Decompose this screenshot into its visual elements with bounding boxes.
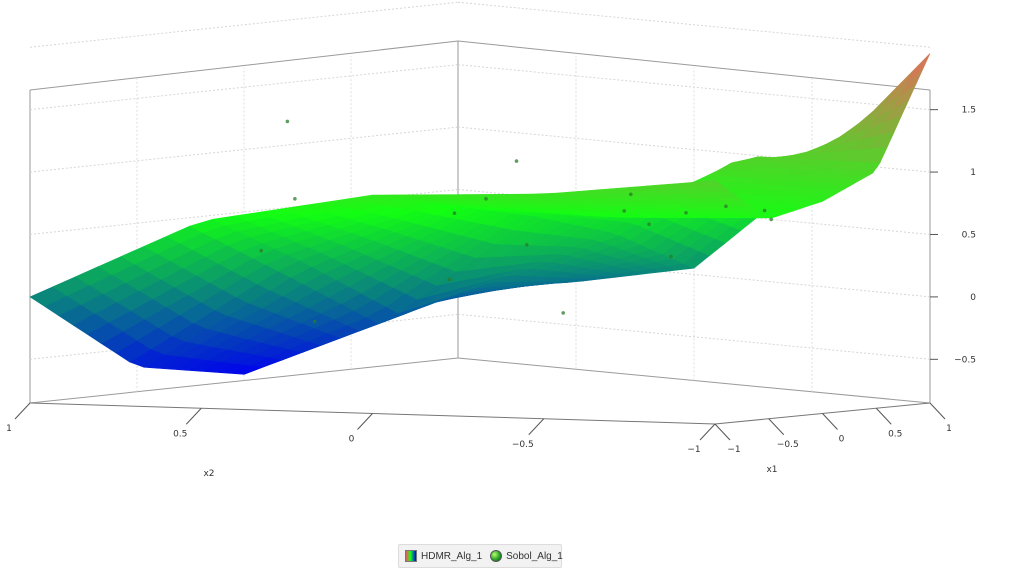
surface-swatch-icon xyxy=(405,550,417,562)
sample-point xyxy=(684,211,688,215)
x1-tick-label: 1 xyxy=(946,424,952,434)
x2-tick-label: 1 xyxy=(6,424,12,434)
x2-tick-mark xyxy=(357,413,373,430)
legend-item-points[interactable]: Sobol_Alg_1 xyxy=(490,550,563,562)
x1-tick-label: 0.5 xyxy=(888,429,902,439)
sample-point xyxy=(647,222,651,227)
sample-point xyxy=(762,208,767,213)
z-grid-right-5 xyxy=(457,1,931,48)
sample-point xyxy=(447,277,452,282)
x1-tick-label: 0 xyxy=(839,435,845,445)
sample-point xyxy=(259,248,264,253)
z-tick-label: 0.5 xyxy=(962,230,976,240)
sample-point xyxy=(484,197,488,201)
legend: HDMR_Alg_1 Sobol_Alg_1 xyxy=(398,544,563,568)
x2-tick-label: 0 xyxy=(349,435,355,445)
surface-layer xyxy=(29,53,931,375)
z-grid-right-1 xyxy=(457,251,931,298)
x1-tick-mark xyxy=(822,413,838,430)
legend-item-surface[interactable]: HDMR_Alg_1 xyxy=(405,550,482,562)
sample-point xyxy=(669,254,673,259)
x2-tick-mark xyxy=(14,402,31,420)
surface-patch xyxy=(691,180,724,188)
x1-axis-label: x1 xyxy=(766,465,777,475)
z-tick-label: 0 xyxy=(970,293,976,303)
wall-top-right-edge xyxy=(457,40,931,91)
sample-point xyxy=(525,243,529,247)
legend-label-points: Sobol_Alg_1 xyxy=(506,550,563,562)
tick-labels-layer: −0.5 0 0.5 1 1.5 1 0.5 0 −0.5 −1 x2 −1 −0.5 0 0.5 1 x1 xyxy=(6,106,976,479)
x1-tick-mark xyxy=(768,418,785,436)
sample-point xyxy=(622,209,626,213)
x2-tick-mark xyxy=(528,418,545,436)
sample-point xyxy=(514,159,519,163)
legend-label-surface: HDMR_Alg_1 xyxy=(421,550,483,562)
z-tick-label: 1 xyxy=(970,168,976,178)
sample-point xyxy=(285,119,290,124)
x1-tick-label: −0.5 xyxy=(777,440,799,450)
points-swatch-icon xyxy=(490,550,503,562)
sample-point xyxy=(312,319,317,324)
x2-axis-label: x2 xyxy=(203,469,214,479)
x2-tick-label: −0.5 xyxy=(512,440,534,450)
x1-tick-mark xyxy=(875,407,892,425)
x2-tick-mark xyxy=(185,407,202,425)
x2-tick-mark xyxy=(699,423,716,441)
x2-tick-label: 0.5 xyxy=(173,429,187,439)
x1-tick-mark xyxy=(714,423,731,441)
z-grid-left-5 xyxy=(29,1,459,48)
sample-point xyxy=(724,204,728,209)
z-tick-label: −0.5 xyxy=(954,355,976,365)
z-tick-label: 1.5 xyxy=(962,106,976,116)
axes-layer xyxy=(14,109,946,441)
z-grid-right-0 xyxy=(457,313,931,360)
x2-tick-label: −1 xyxy=(687,445,700,455)
x1-tick-label: −1 xyxy=(727,445,740,455)
sample-point xyxy=(629,192,633,197)
sample-point xyxy=(769,217,773,222)
sample-points-layer xyxy=(259,119,773,324)
sample-point xyxy=(561,311,565,315)
sample-point xyxy=(293,197,297,201)
z-grid-left-3 xyxy=(29,126,459,173)
x1-tick-mark xyxy=(929,402,946,420)
sample-point xyxy=(452,211,457,215)
wall-top-left-edge xyxy=(29,40,459,91)
z-grid-right-3 xyxy=(457,126,931,173)
